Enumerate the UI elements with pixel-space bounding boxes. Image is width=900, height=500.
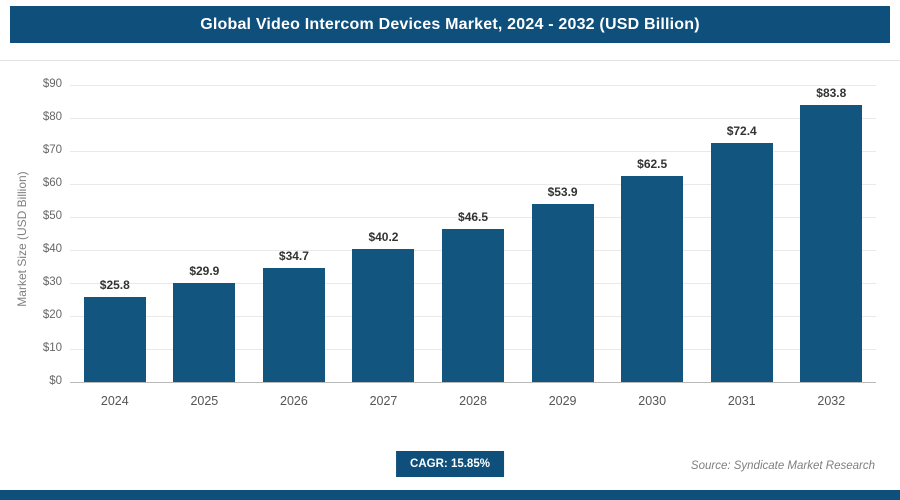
y-tick-label: $70	[42, 143, 62, 156]
bars-row: $25.8 $29.9 $34.7 $40.2 $46.5 $53.9 $62.5 $72.4…	[70, 85, 876, 382]
bar-value-label: $83.8	[816, 86, 847, 101]
bar-value-label: $46.5	[458, 209, 489, 224]
source-note: Source: Syndicate Market Research	[690, 460, 875, 472]
chart-title: Global Video Intercom Devices Market, 20…	[200, 15, 700, 33]
bar-group: $46.5	[428, 85, 518, 382]
y-tick-label: $30	[42, 275, 62, 288]
gridline	[70, 216, 876, 218]
bar	[352, 249, 415, 382]
bar	[800, 105, 863, 382]
bar	[531, 204, 594, 382]
bar-chart: Market Size (USD Billion) $0 $10 $20 $30 $40…	[0, 72, 900, 422]
gridline	[70, 117, 876, 119]
gridline	[70, 150, 876, 152]
bar	[442, 228, 505, 382]
x-tick-label: 2024	[100, 394, 129, 408]
y-tick-label: $80	[42, 110, 62, 123]
y-tick-label: $60	[42, 176, 62, 189]
x-tick-label: 2027	[369, 394, 398, 408]
y-tick-label: $0	[49, 375, 62, 387]
bar-group: $34.7	[249, 85, 339, 382]
bar	[83, 296, 146, 382]
bar-value-label: $40.2	[368, 230, 399, 245]
bar-value-label: $25.8	[99, 277, 130, 292]
bottom-accent-strip	[0, 490, 900, 500]
x-tick-label: 2028	[459, 394, 487, 408]
bar-group: $29.9	[160, 85, 250, 382]
bar-value-label: $53.9	[547, 185, 578, 200]
x-tick-label: 2030	[638, 394, 667, 408]
x-tick-label: 2031	[727, 394, 756, 408]
bar-group: $72.4	[697, 85, 787, 382]
cagr-badge: CAGR: 15.85%	[396, 451, 504, 477]
x-axis-labels: 2024 2025 2026 2027 2028 2029 2030 2031 2032	[70, 394, 876, 408]
bar	[710, 143, 773, 382]
x-tick-label: 2032	[817, 394, 846, 408]
bar	[173, 283, 236, 382]
bar-value-label: $34.7	[278, 248, 309, 263]
gridline	[70, 184, 876, 185]
bar	[621, 175, 684, 382]
y-tick-label: $50	[42, 209, 62, 222]
bar-group: $62.5	[607, 85, 697, 382]
x-tick-label: 2029	[548, 394, 577, 408]
bar-value-label: $29.9	[189, 264, 220, 279]
bar	[262, 267, 325, 382]
chart-title-bar: Global Video Intercom Devices Market, 20…	[10, 6, 890, 43]
header-divider	[0, 60, 900, 61]
plot-area: $0 $10 $20 $30 $40 $50 $60 $70 $80 $90 $25.8 $29.9 $…	[43, 78, 876, 387]
y-tick-label: $10	[42, 341, 62, 354]
y-tick-label: $90	[42, 78, 62, 90]
y-tick-label: $40	[42, 243, 62, 255]
bar-value-label: $72.4	[726, 124, 757, 139]
bar-group: $40.2	[339, 85, 429, 382]
x-tick-label: 2026	[280, 394, 308, 408]
bar-group: $53.9	[518, 85, 608, 382]
gridline	[70, 85, 876, 86]
bar-group: $83.8	[787, 85, 877, 382]
y-tick-label: $20	[42, 309, 62, 321]
bar-value-label: $62.5	[637, 156, 668, 171]
bar-group: $25.8	[70, 85, 160, 382]
x-tick-label: 2025	[190, 394, 219, 408]
